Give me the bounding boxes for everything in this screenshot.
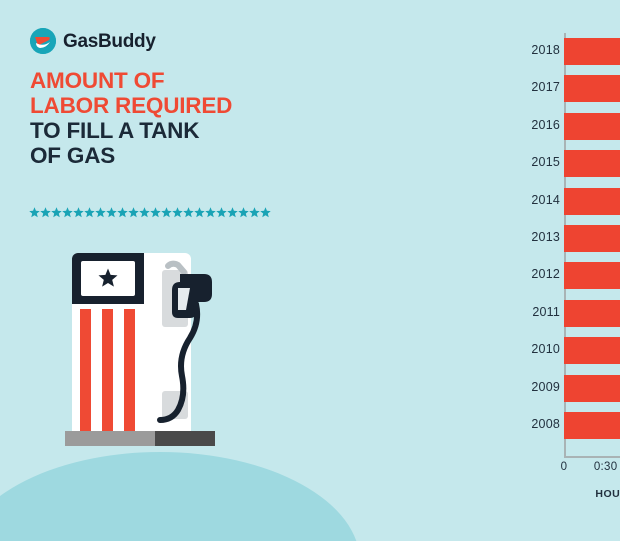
page-title: AMOUNT OF LABOR REQUIRED TO FILL A TANK … xyxy=(30,68,255,168)
x-tick-label: 0:30 xyxy=(593,461,618,473)
star-icon xyxy=(117,206,128,217)
star-icon xyxy=(29,206,40,217)
bar xyxy=(564,374,620,402)
star-icon xyxy=(84,206,95,217)
flag-stripe xyxy=(102,309,113,431)
star-icon xyxy=(183,206,194,217)
headline-line-1: AMOUNT OF xyxy=(30,68,165,93)
star-icon xyxy=(216,206,227,217)
bar-year-label: 2013 xyxy=(531,230,560,244)
star-icon xyxy=(227,206,238,217)
star-icon xyxy=(238,206,249,217)
pump-display-header xyxy=(72,253,144,304)
bar-year-label: 2009 xyxy=(531,379,560,394)
star-icon xyxy=(98,268,118,288)
bar xyxy=(564,412,620,439)
bar-chart: 20181:4820171:4820161:3220151:4320142:30… xyxy=(262,0,620,541)
bar-year-label: 2015 xyxy=(531,155,560,170)
headline-line-4: OF GAS xyxy=(30,143,116,168)
bar xyxy=(564,225,620,252)
bar xyxy=(564,112,620,140)
bar-year-label: 2011 xyxy=(532,304,560,319)
gasbuddy-logo: GasBuddy xyxy=(30,28,156,54)
bar xyxy=(564,262,620,290)
bar-year-label: 2012 xyxy=(531,267,560,282)
star-icon xyxy=(73,206,84,217)
bar-year-label: 2014 xyxy=(531,192,560,207)
bar-year-label: 2017 xyxy=(531,80,560,95)
star-icon xyxy=(40,206,51,217)
star-icon xyxy=(95,206,106,217)
x-tick-label: 0 xyxy=(560,461,568,473)
star-icon xyxy=(205,206,216,217)
bar-year-label: 2010 xyxy=(531,342,560,357)
left-panel: GasBuddy AMOUNT OF LABOR REQUIRED TO FIL… xyxy=(0,0,271,541)
star-icon xyxy=(51,206,62,217)
flag-stripe xyxy=(80,309,91,431)
bar-year-label: 2008 xyxy=(531,417,560,431)
star-icon xyxy=(260,206,271,217)
bar xyxy=(564,75,620,103)
star-icon xyxy=(249,206,260,217)
bar xyxy=(564,38,620,65)
bar xyxy=(564,299,620,327)
flag-stripe xyxy=(124,309,135,431)
bar xyxy=(564,187,620,215)
bar xyxy=(564,150,620,178)
star-icon xyxy=(106,206,117,217)
star-icon xyxy=(150,206,161,217)
gasbuddy-wordmark: GasBuddy xyxy=(63,30,156,52)
headline-line-3: TO FILL A TANK xyxy=(30,118,200,143)
star-divider xyxy=(29,205,271,219)
x-axis-line xyxy=(564,456,620,458)
gas-pump-illustration xyxy=(50,248,220,463)
gasbuddy-swoosh-icon xyxy=(30,28,56,54)
star-icon xyxy=(194,206,205,217)
star-icon xyxy=(139,206,150,217)
star-icon xyxy=(62,206,73,217)
bar-year-label: 2018 xyxy=(531,43,560,57)
star-icon xyxy=(172,206,183,217)
bar xyxy=(564,337,620,365)
bar-year-label: 2016 xyxy=(531,117,560,132)
pump-base-shadow xyxy=(155,431,215,446)
headline-line-2: LABOR REQUIRED xyxy=(30,93,233,118)
x-axis-title: HOUR/MINS OF LABOR PER TANK xyxy=(595,488,620,500)
star-icon xyxy=(128,206,139,217)
fuel-nozzle-icon xyxy=(138,260,220,430)
star-icon xyxy=(161,206,172,217)
